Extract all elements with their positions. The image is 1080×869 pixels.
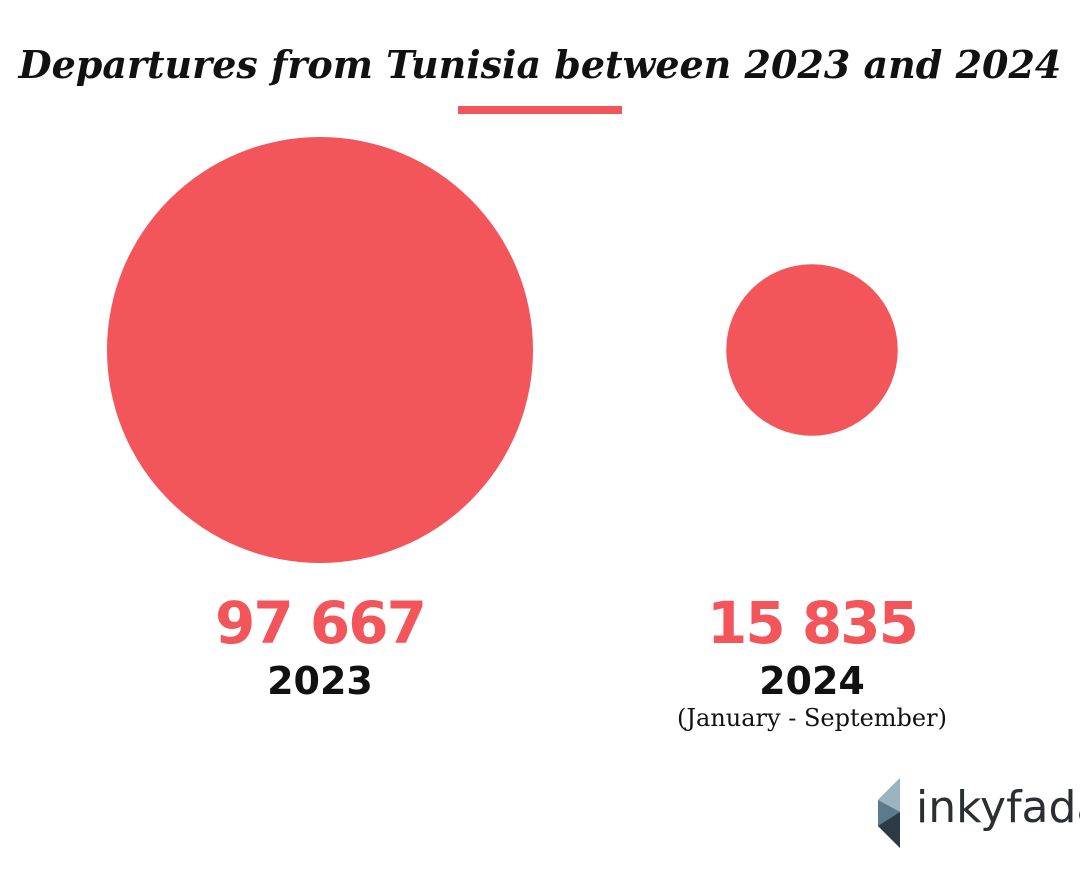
logo: inkyfada	[878, 778, 1080, 848]
chart-title: Departures from Tunisia between 2023 and…	[18, 42, 1062, 87]
category-label: 2024	[759, 659, 865, 703]
value-label: 97 667	[215, 589, 425, 657]
logo-icon	[878, 778, 900, 812]
value-label: 15 835	[707, 589, 917, 657]
title-underline	[458, 106, 622, 114]
logo-icon	[878, 812, 900, 848]
category-note: (January - September)	[677, 704, 947, 732]
category-label: 2023	[267, 659, 373, 703]
bubble	[726, 264, 898, 436]
logo-text: inkyfada	[916, 782, 1080, 833]
bubble	[107, 137, 533, 563]
